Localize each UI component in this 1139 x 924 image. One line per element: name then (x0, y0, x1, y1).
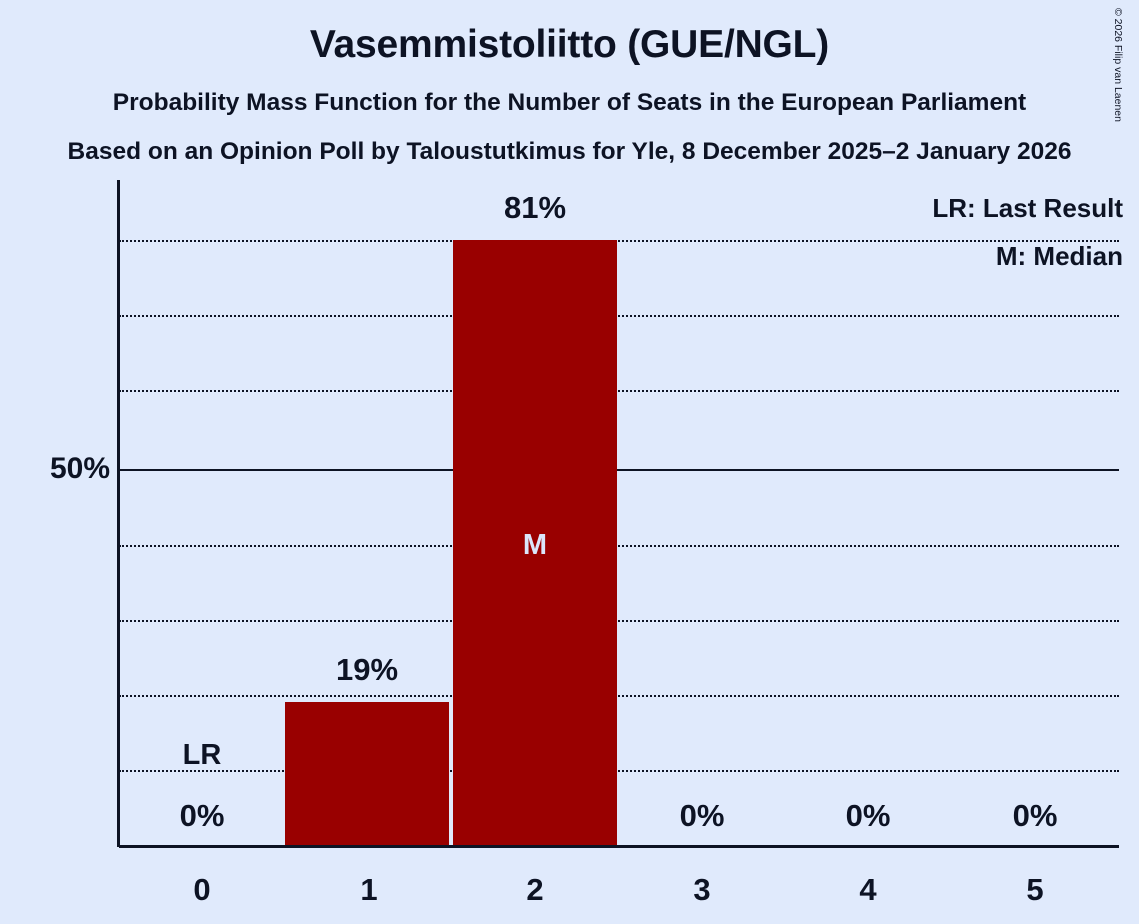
y-tick-label-50: 50% (49, 452, 110, 485)
bar-seats-2[interactable] (453, 240, 617, 845)
x-tick-label-2: 2 (526, 872, 544, 907)
chart-subtitle: Probability Mass Function for the Number… (112, 89, 1027, 116)
chart-legend: LR: Last Result M: Median (932, 184, 1123, 280)
gridline-80 (119, 240, 1119, 242)
x-tick-label-0: 0 (193, 872, 211, 907)
gridline-10 (119, 770, 1119, 772)
gridline-70 (119, 315, 1119, 317)
copyright-notice: © 2026 Filip van Laenen (1112, 8, 1124, 122)
x-tick-label-5: 5 (1026, 872, 1044, 907)
plot-area (119, 180, 1119, 845)
gridline-40 (119, 545, 1119, 547)
bar-value-label-5: 0% (1012, 798, 1058, 833)
bar-value-label-4: 0% (845, 798, 891, 833)
bar-value-label-2: 81% (503, 190, 567, 225)
gridline-20 (119, 695, 1119, 697)
x-tick-label-4: 4 (859, 872, 877, 907)
legend-entry-median: M: Median (995, 241, 1123, 271)
x-axis-line (119, 845, 1119, 848)
bar-seats-1[interactable] (285, 702, 449, 845)
x-tick-label-3: 3 (693, 872, 711, 907)
last-result-marker: LR (182, 739, 222, 771)
gridline-60 (119, 390, 1119, 392)
chart-title: Vasemmistoliitto (GUE/NGL) (309, 23, 830, 66)
bar-value-label-3: 0% (679, 798, 725, 833)
bar-value-label-0: 0% (179, 798, 225, 833)
median-marker: M (522, 529, 548, 561)
y-axis-line (117, 180, 120, 847)
x-tick-label-1: 1 (360, 872, 378, 907)
gridline-30 (119, 620, 1119, 622)
bar-value-label-1: 19% (335, 652, 399, 687)
chart-source-note: Based on an Opinion Poll by Taloustutkim… (67, 138, 1072, 165)
gridline-50 (119, 469, 1119, 471)
legend-entry-last-result: LR: Last Result (932, 193, 1123, 223)
